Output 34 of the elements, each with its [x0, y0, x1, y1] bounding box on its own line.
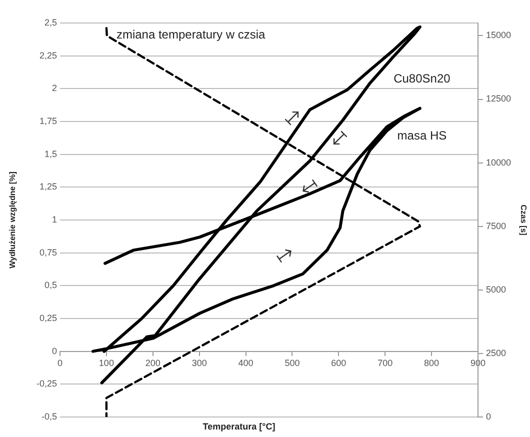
series-label: zmiana temperatury w czsia [116, 27, 266, 42]
y-tick-label: 0 [52, 346, 57, 356]
x-axis-title: Temperatura [°C] [202, 421, 276, 432]
y-tick-label: -0,5 [41, 411, 57, 422]
x-tick-label: 600 [331, 358, 346, 368]
y2-axis-title: Czas [s] [518, 204, 528, 236]
y-axis-title: Wydłużenie względne [%] [8, 171, 18, 268]
y2-tick-label: 2500 [486, 348, 506, 358]
y2-tick-label: 5000 [486, 284, 506, 294]
x-tick-label: 500 [284, 358, 300, 368]
y-tick-label: 2,25 [39, 50, 57, 60]
y-tick-label: 0,25 [39, 312, 57, 323]
y-tick-label: 2,5 [44, 17, 57, 28]
y-tick-label: -0,25 [36, 378, 57, 389]
y2-tick-label: 7500 [486, 220, 506, 231]
x-tick-label: 400 [238, 358, 254, 368]
y-tick-label: 2 [52, 83, 57, 94]
y2-tick-label: 15000 [486, 30, 512, 40]
x-tick-label: 300 [192, 358, 207, 368]
x-tick-label: 200 [145, 358, 160, 368]
y2-tick-label: 10000 [486, 157, 512, 168]
y-tick-label: 1,75 [39, 116, 57, 126]
y2-tick-label: 0 [486, 411, 492, 422]
y-tick-label: 0,75 [39, 247, 57, 258]
y2-tick-label: 12500 [486, 94, 512, 104]
x-tick-label: 100 [98, 358, 114, 368]
x-tick-label: 700 [378, 358, 393, 368]
y-tick-label: 1,25 [39, 182, 57, 192]
y-tick-label: 1,5 [44, 148, 57, 159]
x-tick-label: 800 [424, 358, 440, 368]
series-label: masa HS [397, 128, 447, 143]
series-label: Cu80Sn20 [394, 71, 451, 86]
y-tick-label: 1 [52, 214, 57, 224]
y-tick-label: 0,5 [44, 280, 57, 290]
